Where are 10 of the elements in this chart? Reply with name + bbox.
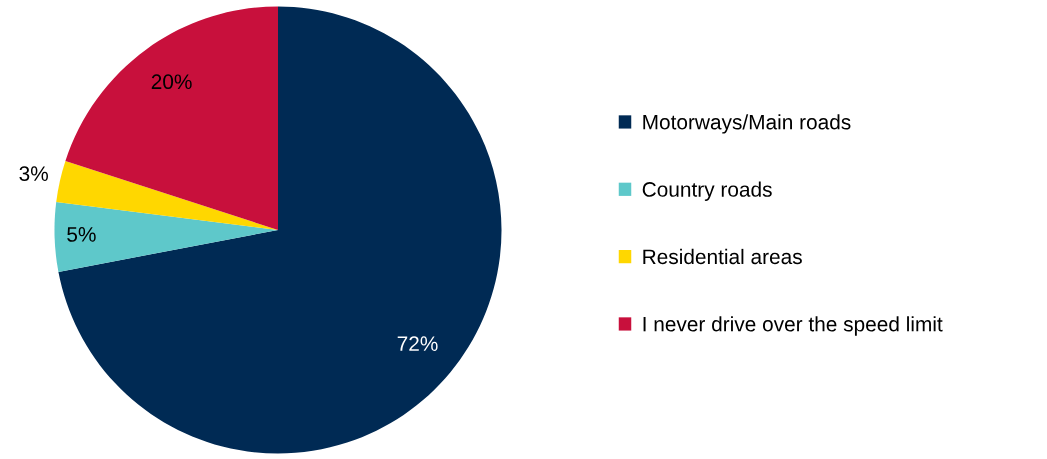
legend-label: Motorways/Main roads [643,114,851,134]
data-label: 20% [151,74,192,90]
data-label: 5% [67,227,96,242]
legend-label: Country roads [642,181,772,201]
pie-slice [54,201,278,272]
legend-label: I never drive over the speed limit [643,316,943,336]
legend-label: Residential areas [643,248,802,265]
data-label: 3% [19,166,48,181]
pie-slice [58,6,502,454]
data-label: 72% [397,336,438,351]
